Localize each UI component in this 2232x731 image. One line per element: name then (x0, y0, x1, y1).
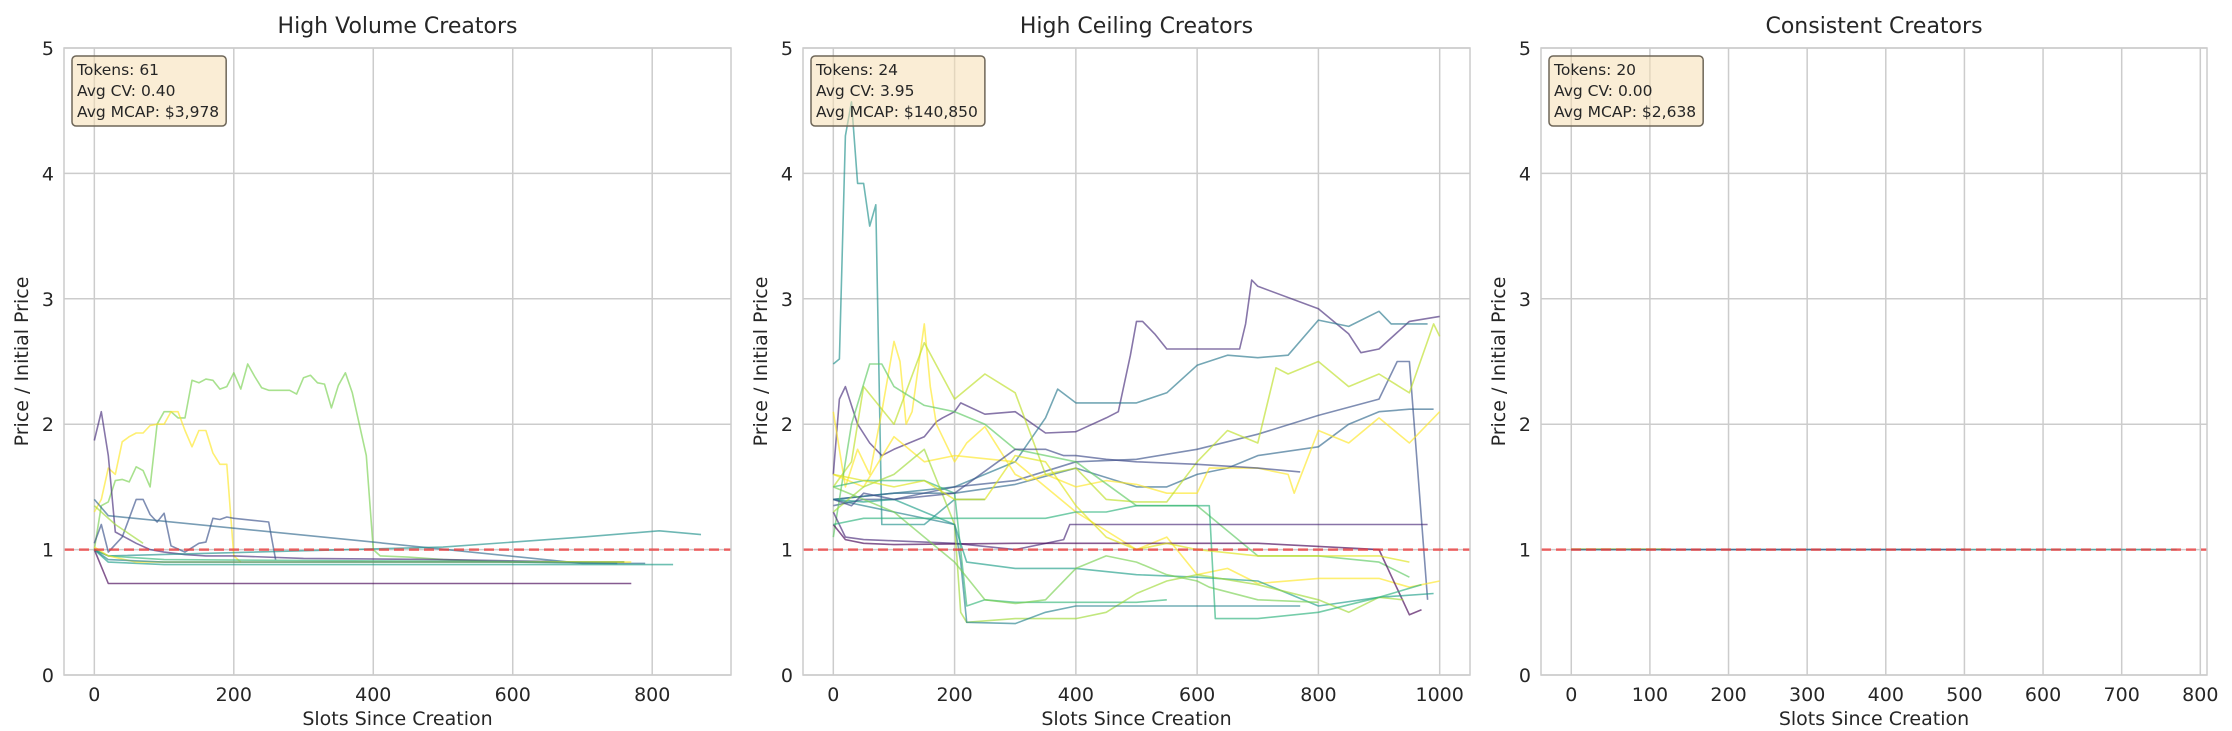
stats-line: Avg MCAP: $140,850 (816, 103, 978, 121)
series-line (832, 101, 985, 526)
series-line (93, 498, 277, 560)
x-tick-label: 500 (1946, 684, 1982, 706)
series-line (832, 279, 1440, 475)
series-line (93, 410, 242, 563)
stats-box: Tokens: 20 Avg CV: 0.00 Avg MCAP: $2,638 (1548, 55, 1704, 127)
x-tick-label: 1000 (1416, 684, 1464, 706)
series-line (833, 448, 1301, 507)
x-tick-label: 800 (634, 684, 670, 706)
y-tick-label: 1 (42, 540, 54, 562)
x-tick-label: 400 (1058, 684, 1094, 706)
stats-line: Avg MCAP: $3,978 (77, 103, 219, 121)
subplot-consistent: Consistent Creators Slots Since Creation… (1488, 14, 2218, 730)
series-line (93, 410, 625, 563)
series-line (833, 408, 1434, 501)
x-tick-label: 400 (1868, 684, 1904, 706)
series-line (833, 504, 1422, 620)
stats-line: Tokens: 61 (76, 61, 159, 79)
y-tick-label: 4 (1519, 163, 1531, 185)
series-line (832, 523, 1422, 616)
series-line (833, 498, 1301, 625)
axes-frame (1540, 47, 2208, 676)
x-tick-label: 0 (827, 684, 839, 706)
x-tick-label: 0 (1565, 684, 1577, 706)
y-axis-label: Price / Initial Price (11, 277, 33, 447)
series-line (833, 498, 1434, 607)
x-axis-label: Slots Since Creation (1041, 708, 1231, 730)
series-line (832, 486, 1319, 605)
subplot-title: Consistent Creators (1765, 14, 1982, 39)
y-tick-label: 2 (781, 414, 793, 436)
series-line (93, 505, 144, 544)
x-tick-label: 600 (2025, 684, 2061, 706)
series-line (93, 363, 625, 563)
series-group (1541, 548, 2207, 551)
y-tick-label: 0 (1519, 665, 1531, 687)
y-tick-label: 2 (42, 414, 54, 436)
x-tick-label: 200 (216, 684, 252, 706)
y-tick-label: 0 (781, 665, 793, 687)
y-tick-label: 4 (42, 163, 54, 185)
x-tick-label: 200 (936, 684, 972, 706)
series-line (832, 448, 1404, 624)
y-tick-label: 3 (42, 289, 54, 311)
x-axis-label: Slots Since Creation (302, 708, 492, 730)
series-line (833, 310, 1428, 501)
series-line (832, 323, 1441, 503)
x-tick-label: 200 (1710, 684, 1746, 706)
y-tick-label: 1 (1519, 540, 1531, 562)
y-tick-label: 2 (1519, 414, 1531, 436)
y-tick-label: 3 (781, 289, 793, 311)
stats-line: Avg CV: 0.00 (1554, 82, 1652, 100)
stats-box-background (810, 55, 986, 127)
subplot-title: High Ceiling Creators (1020, 14, 1253, 39)
y-axis-label: Price / Initial Price (1488, 277, 1510, 447)
series-line (93, 548, 618, 565)
subplot-title: High Volume Creators (278, 14, 518, 39)
y-tick-label: 5 (1519, 38, 1531, 60)
x-tick-label: 100 (1632, 684, 1668, 706)
y-tick-label: 5 (42, 38, 54, 60)
stats-line: Avg CV: 0.40 (77, 82, 175, 100)
subplot-high-ceiling: High Ceiling Creators Slots Since Creati… (750, 14, 1471, 730)
stats-box-background (71, 55, 227, 127)
series-line (93, 549, 632, 585)
series-line (93, 549, 674, 566)
series-line (832, 323, 1441, 495)
x-axis-label: Slots Since Creation (1779, 708, 1969, 730)
x-tick-label: 400 (355, 684, 391, 706)
x-tick-label: 700 (2104, 684, 2140, 706)
stats-box: Tokens: 24 Avg CV: 3.95 Avg MCAP: $140,8… (810, 55, 986, 127)
x-tick-label: 300 (1789, 684, 1825, 706)
stats-line: Avg MCAP: $2,638 (1554, 103, 1696, 121)
stats-line: Tokens: 24 (815, 61, 898, 79)
y-tick-label: 0 (42, 665, 54, 687)
stats-line: Tokens: 20 (1553, 61, 1636, 79)
x-tick-label: 800 (1300, 684, 1336, 706)
series-group (64, 363, 731, 585)
stats-box-background (1548, 55, 1704, 127)
x-tick-label: 600 (1179, 684, 1215, 706)
axes-frame (63, 47, 732, 676)
y-tick-label: 3 (1519, 289, 1531, 311)
stats-line: Avg CV: 3.95 (816, 82, 914, 100)
y-tick-label: 4 (781, 163, 793, 185)
series-line (833, 454, 1410, 563)
x-tick-label: 600 (495, 684, 531, 706)
series-line (833, 360, 1429, 600)
x-tick-label: 0 (88, 684, 100, 706)
series-group (803, 101, 1470, 625)
x-tick-label: 800 (2182, 684, 2218, 706)
axes-frame (802, 47, 1471, 676)
y-axis-label: Price / Initial Price (750, 277, 772, 447)
stats-box: Tokens: 61 Avg CV: 0.40 Avg MCAP: $3,978 (71, 55, 227, 127)
subplot-high-volume: High Volume Creators Slots Since Creatio… (11, 14, 732, 730)
y-tick-label: 1 (781, 540, 793, 562)
y-tick-label: 5 (781, 38, 793, 60)
